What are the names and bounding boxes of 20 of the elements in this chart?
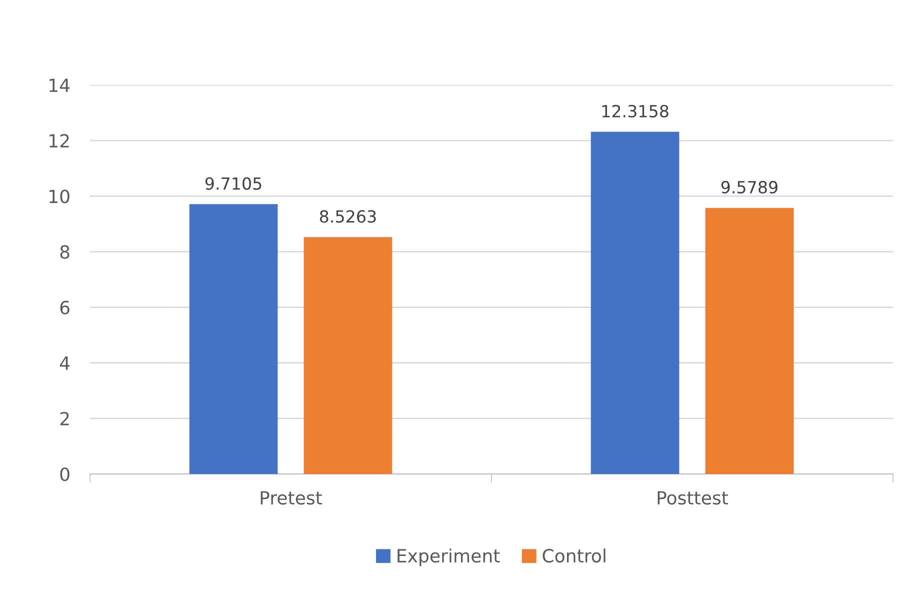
data-label: 9.7105 <box>205 177 262 190</box>
bar <box>189 204 278 474</box>
y-tick-label: 4 <box>60 356 70 370</box>
data-label: 8.5263 <box>320 210 376 223</box>
y-tick-label: 14 <box>50 78 70 92</box>
x-tick-label: Posttest <box>658 491 728 505</box>
bar <box>590 132 680 474</box>
legend-label: Control <box>542 548 606 563</box>
bar <box>705 208 794 474</box>
data-label: 9.5789 <box>721 180 778 194</box>
x-tick-label: Pretest <box>260 491 322 505</box>
y-tick-label: 6 <box>60 300 70 314</box>
y-tick-label: 10 <box>50 190 70 204</box>
data-label: 12.3158 <box>602 104 668 118</box>
y-tick-label: 12 <box>50 134 69 148</box>
y-tick-label: 0 <box>60 467 70 482</box>
y-tick-label: 2 <box>60 412 69 426</box>
legend-label: Experiment <box>398 548 500 566</box>
bar <box>304 237 392 474</box>
y-tick-label: 8 <box>60 245 70 259</box>
